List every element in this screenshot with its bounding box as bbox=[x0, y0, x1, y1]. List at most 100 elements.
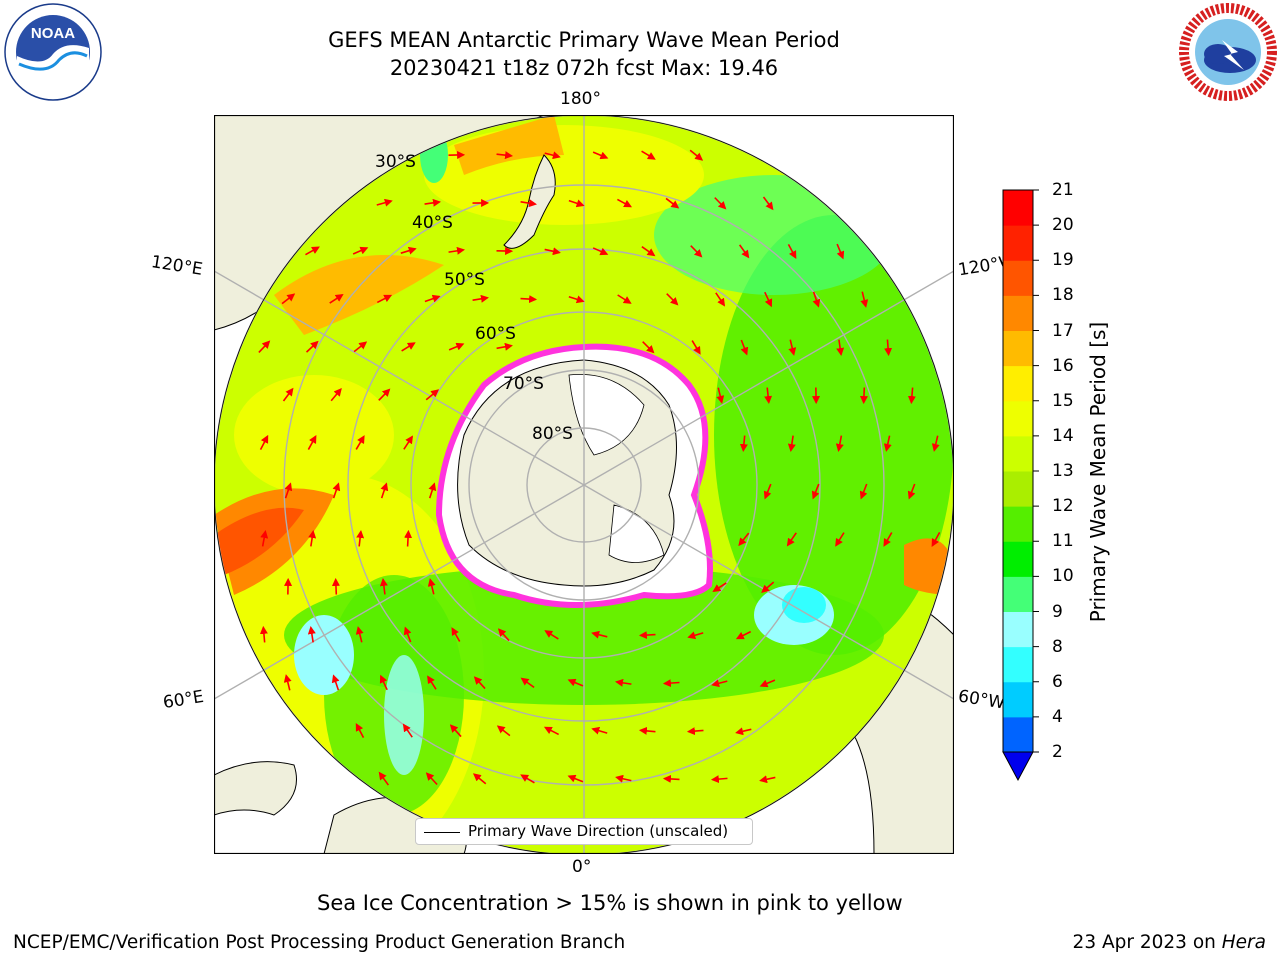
wave-direction-arrow bbox=[641, 246, 656, 257]
colorbar-segment bbox=[1003, 225, 1033, 261]
wave-direction-arrow bbox=[284, 482, 293, 499]
africa-land bbox=[214, 761, 297, 816]
wave-direction-arrow bbox=[520, 295, 538, 304]
wave-direction-arrow bbox=[859, 387, 868, 405]
wave-direction-arrow bbox=[591, 630, 608, 639]
wave-direction-arrow bbox=[427, 675, 437, 690]
colorbar-tick-label: 12 bbox=[1052, 496, 1074, 517]
antarctic-ice-shelf bbox=[568, 374, 645, 456]
lat-label-50s: 50°S bbox=[444, 270, 485, 290]
colorbar-tick-label: 13 bbox=[1052, 461, 1074, 481]
colorbar-segment bbox=[1003, 365, 1033, 402]
wave-direction-arrow bbox=[520, 677, 535, 689]
wave-direction-arrow bbox=[496, 725, 511, 737]
wave-direction-arrow bbox=[401, 342, 416, 352]
wave-direction-arrow bbox=[544, 630, 559, 640]
lon-label-180: 180° bbox=[560, 89, 601, 109]
wave-direction-arrow bbox=[496, 342, 513, 351]
lon-label-60e: 60°E bbox=[161, 686, 206, 714]
wave-direction-arrow bbox=[378, 771, 390, 786]
wave-direction-arrow bbox=[355, 435, 365, 450]
wave-direction-arrow bbox=[544, 247, 561, 256]
wave-direction-arrow bbox=[448, 246, 465, 255]
wave-direction-arrow bbox=[666, 293, 679, 306]
wave-direction-arrow bbox=[638, 631, 656, 640]
wave-direction-arrow bbox=[714, 197, 727, 210]
wave-direction-arrow bbox=[642, 341, 655, 354]
wave-direction-arrow bbox=[307, 435, 317, 450]
wave-direction-arrow bbox=[259, 625, 268, 643]
wave-direction-arrow bbox=[787, 435, 796, 452]
colorbar-tick-label: 2 bbox=[1052, 742, 1063, 762]
wave-direction-arrow bbox=[425, 772, 438, 786]
colorbar-tick-label: 4 bbox=[1052, 706, 1063, 727]
noaa-logo: NOAA bbox=[4, 3, 102, 101]
chart-title: GEFS MEAN Antarctic Primary Wave Mean Pe… bbox=[328, 28, 840, 52]
wave-direction-arrow bbox=[331, 577, 340, 595]
wave-direction-arrow bbox=[497, 628, 510, 642]
wave-direction-arrow bbox=[331, 674, 340, 691]
noaa-logo-text: NOAA bbox=[31, 25, 75, 42]
wave-direction-arrow bbox=[638, 726, 656, 735]
wave-direction-arrow bbox=[662, 774, 680, 783]
wave-direction-arrow bbox=[835, 435, 844, 452]
wave-direction-arrow bbox=[617, 294, 632, 304]
national-weather-service-logo bbox=[1179, 3, 1277, 101]
legend-label: Primary Wave Direction (unscaled) bbox=[468, 822, 729, 840]
colorbar-tick-label: 15 bbox=[1052, 390, 1074, 411]
wave-direction-arrow bbox=[592, 151, 609, 160]
wave-direction-arrow bbox=[788, 339, 797, 356]
wave-direction-arrow bbox=[762, 196, 774, 211]
map-legend: Primary Wave Direction (unscaled) bbox=[415, 818, 753, 845]
lat-label-60s: 60°S bbox=[475, 324, 516, 344]
wave-direction-arrow bbox=[860, 291, 869, 308]
colorbar-segment bbox=[1003, 576, 1033, 612]
wave-direction-arrow bbox=[931, 532, 941, 547]
colorbar-segment bbox=[1003, 330, 1033, 367]
colorbar-tick-label: 10 bbox=[1052, 566, 1074, 587]
colorbar-tick-label: 19 bbox=[1052, 250, 1074, 271]
colorbar-segment bbox=[1003, 471, 1033, 507]
wave-direction-arrow bbox=[836, 243, 845, 260]
colorbar-tick-label: 9 bbox=[1052, 601, 1063, 622]
sea-ice-annotation: Sea Ice Concentration > 15% is shown in … bbox=[317, 891, 903, 915]
wave-direction-arrow bbox=[759, 679, 776, 688]
wave-direction-arrow bbox=[451, 627, 461, 642]
colorbar-segment bbox=[1003, 681, 1033, 718]
colorbar-tick-label: 18 bbox=[1052, 285, 1074, 306]
wave-direction-arrow bbox=[764, 291, 773, 308]
wave-direction-arrow bbox=[759, 775, 776, 784]
colorbar bbox=[1002, 189, 1039, 782]
wave-direction-arrow bbox=[353, 341, 368, 353]
wave-direction-arrow bbox=[567, 774, 584, 783]
colorbar-segment bbox=[1003, 295, 1033, 331]
wave-direction-arrow bbox=[615, 678, 632, 687]
wave-direction-arrow bbox=[931, 435, 940, 452]
wave-direction-arrow bbox=[496, 151, 514, 160]
wave-direction-arrow bbox=[763, 483, 772, 500]
legend-line-sample bbox=[424, 832, 460, 833]
wave-direction-arrow bbox=[473, 676, 486, 690]
wave-direction-arrow bbox=[665, 197, 680, 209]
wave-direction-arrow bbox=[376, 198, 393, 207]
wave-direction-arrow bbox=[259, 434, 269, 451]
wave-direction-arrow bbox=[592, 247, 609, 256]
wave-direction-arrow bbox=[378, 388, 391, 401]
wave-direction-arrow bbox=[305, 340, 319, 353]
wave-direction-arrow bbox=[424, 294, 441, 303]
footer-right: 23 Apr 2023 on Hera bbox=[1073, 932, 1266, 953]
wave-direction-arrow bbox=[281, 293, 296, 305]
wave-direction-arrow bbox=[403, 435, 414, 450]
wave-direction-arrow bbox=[591, 726, 608, 735]
wave-direction-arrow bbox=[449, 724, 462, 738]
wave-direction-arrow bbox=[260, 530, 269, 547]
wave-direction-arrow bbox=[686, 727, 704, 736]
weddell-ice-shelf bbox=[608, 504, 665, 563]
wave-direction-arrow bbox=[472, 294, 489, 303]
wave-direction-arrow bbox=[379, 674, 388, 691]
lon-label-120e: 120°E bbox=[149, 252, 204, 280]
wave-direction-arrow bbox=[716, 387, 725, 404]
wave-direction-arrow bbox=[615, 774, 632, 783]
wave-direction-arrow bbox=[617, 198, 633, 208]
wave-direction-arrow bbox=[735, 630, 752, 640]
